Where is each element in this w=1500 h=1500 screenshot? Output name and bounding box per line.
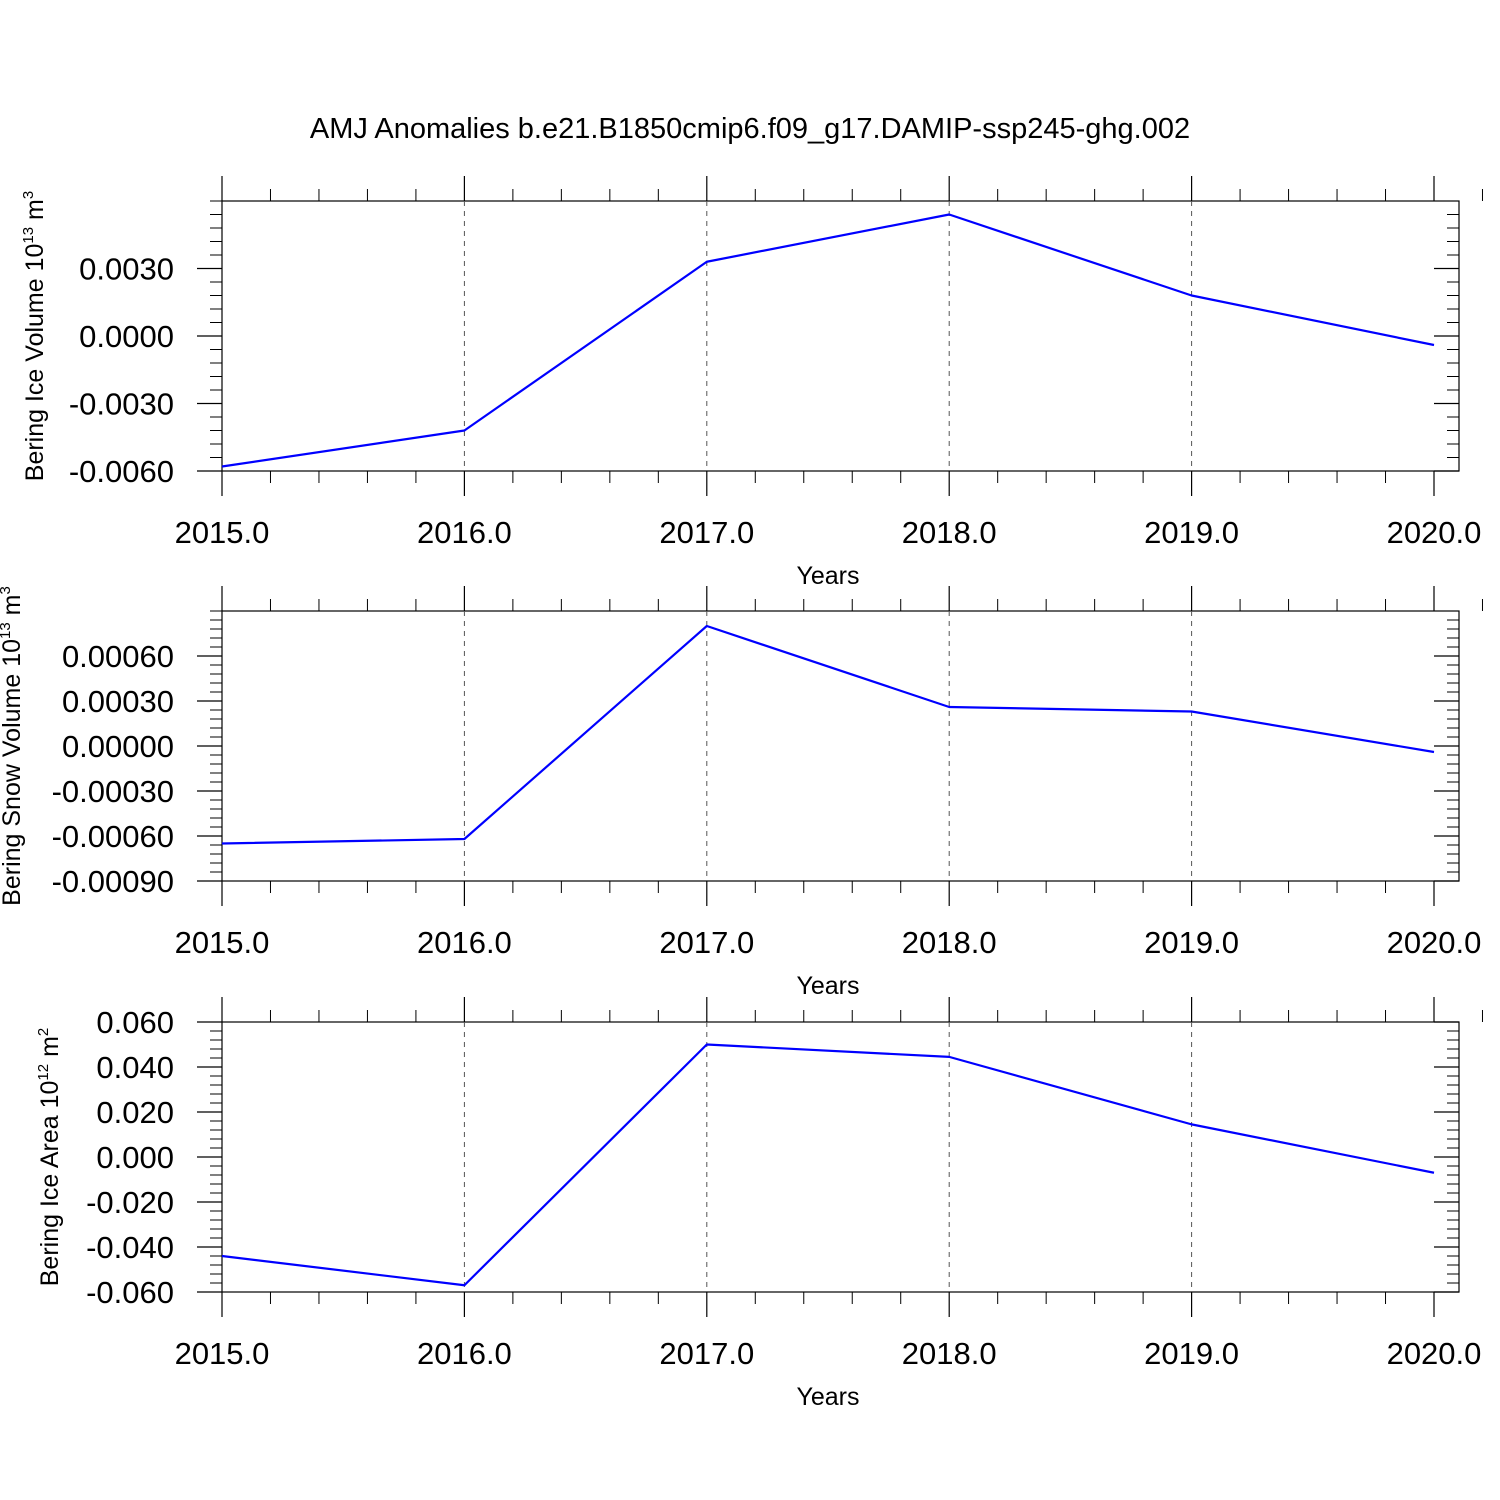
chart-panel-2: 2015.0 2016.0 2017.0 2018.0 2019.0 2020.0 0.00… [0, 586, 1483, 1000]
x-tick-label: 2019.0 [1144, 1336, 1239, 1371]
y-tick-label: -0.040 [86, 1230, 174, 1265]
series-line-1 [221, 1043, 1435, 1287]
y-tick-label: -0.060 [86, 1275, 174, 1310]
y-tick-label: -0.020 [86, 1185, 174, 1220]
series-line-1 [221, 213, 1435, 468]
y-tick-label: 0.040 [96, 1050, 174, 1085]
chart-panel-3: 2015.0 2016.0 2017.0 2018.0 2019.0 2020.0 0.06… [35, 997, 1483, 1411]
x-axis-label: Years [796, 972, 859, 1000]
series-line-1 [221, 624, 1435, 845]
y-tick-label: 0.00000 [62, 729, 174, 764]
y-tick-label: -0.00060 [52, 819, 174, 854]
x-tick-label: 2020.0 [1387, 1336, 1482, 1371]
x-tick-label: 2017.0 [659, 515, 754, 550]
chart-panel-1: 2015.0 2016.0 2017.0 2018.0 2019.0 2020.0 0.00… [20, 176, 1483, 590]
y-tick-label: -0.00090 [52, 864, 174, 899]
x-tick-label: 2019.0 [1144, 925, 1239, 960]
x-tick-label: 2017.0 [659, 925, 754, 960]
panels-container: 2015.0 2016.0 2017.0 2018.0 2019.0 2020.0 0.00… [0, 176, 1483, 1411]
x-tick-label: 2020.0 [1387, 515, 1482, 550]
x-tick-label: 2016.0 [417, 515, 512, 550]
x-tick-label: 2018.0 [902, 925, 997, 960]
y-tick-label: -0.0030 [69, 387, 174, 422]
y-tick-label: 0.00030 [62, 684, 174, 719]
y-tick-label: 0.0000 [79, 319, 174, 354]
y-tick-label: 0.060 [96, 1005, 174, 1040]
x-tick-label: 2015.0 [175, 515, 270, 550]
x-tick-label: 2016.0 [417, 925, 512, 960]
figure-title: AMJ Anomalies b.e21.B1850cmip6.f09_g17.D… [310, 113, 1190, 145]
x-tick-label: 2020.0 [1387, 925, 1482, 960]
y-axis-label: Bering Ice Volume 1013 m3 [20, 191, 49, 481]
y-axis-label: Bering Snow Volume 1013 m3 [0, 586, 26, 906]
y-tick-label: 0.0030 [79, 252, 174, 287]
x-axis-label: Years [796, 1383, 859, 1411]
x-tick-label: 2019.0 [1144, 515, 1239, 550]
x-tick-label: 2018.0 [902, 1336, 997, 1371]
y-tick-label: -0.0060 [69, 454, 174, 489]
x-tick-label: 2017.0 [659, 1336, 754, 1371]
x-tick-label: 2015.0 [175, 925, 270, 960]
y-tick-label: 0.00060 [62, 639, 174, 674]
x-tick-label: 2016.0 [417, 1336, 512, 1371]
y-tick-label: 0.020 [96, 1095, 174, 1130]
y-tick-label: -0.00030 [52, 774, 174, 809]
x-tick-label: 2018.0 [902, 515, 997, 550]
x-axis-label: Years [796, 562, 859, 590]
y-tick-label: 0.000 [96, 1140, 174, 1175]
y-axis-label: Bering Ice Area 1012 m2 [35, 1028, 64, 1287]
x-tick-label: 2015.0 [175, 1336, 270, 1371]
